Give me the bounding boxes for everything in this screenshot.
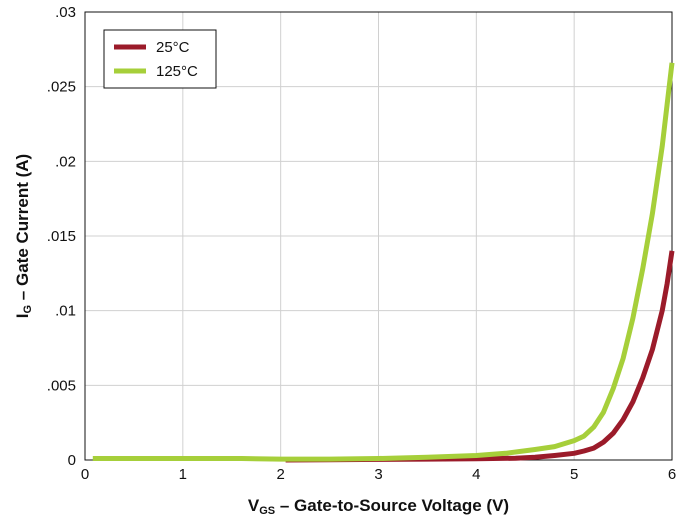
y-tick-label: .03 — [55, 4, 76, 21]
x-tick-label: 1 — [179, 466, 187, 483]
y-tick-label: 0 — [68, 452, 76, 469]
legend-box — [103, 29, 217, 89]
y-axis-label-sub: G — [22, 305, 34, 314]
y-tick-labels: 0 .005 .01 .015 .02 .025 .03 — [47, 4, 76, 469]
series-layer — [92, 62, 675, 463]
series-line-1 — [285, 250, 675, 463]
x-tick-label: 0 — [81, 466, 89, 483]
x-tick-label: 3 — [374, 466, 382, 483]
y-axis-label: IG – Gate Current (A) — [13, 154, 34, 318]
x-tick-label: 6 — [668, 466, 676, 483]
y-tick-label: .015 — [47, 228, 76, 245]
y-tick-label: .025 — [47, 79, 76, 96]
y-axis-label-rest: – Gate Current (A) — [13, 154, 32, 305]
legend-label-2: 125°C — [156, 63, 198, 80]
x-tick-labels: 0 1 2 3 4 5 6 — [81, 466, 676, 483]
y-tick-label: .02 — [55, 153, 76, 170]
x-axis-label: VGS – Gate-to-Source Voltage (V) — [248, 496, 509, 517]
x-axis-label-main: V — [248, 496, 260, 515]
legend-label-1: 25°C — [156, 39, 190, 56]
x-tick-label: 5 — [570, 466, 578, 483]
y-tick-label: .01 — [55, 303, 76, 320]
legend: 25°C 125°C — [103, 29, 217, 89]
x-tick-label: 2 — [276, 466, 284, 483]
x-axis-label-sub: GS — [259, 505, 275, 517]
x-tick-label: 4 — [472, 466, 480, 483]
y-tick-label: .005 — [47, 377, 76, 394]
x-axis-label-rest: – Gate-to-Source Voltage (V) — [275, 496, 509, 515]
y-axis-label-main: I — [13, 313, 32, 318]
series-line-2 — [92, 62, 675, 462]
